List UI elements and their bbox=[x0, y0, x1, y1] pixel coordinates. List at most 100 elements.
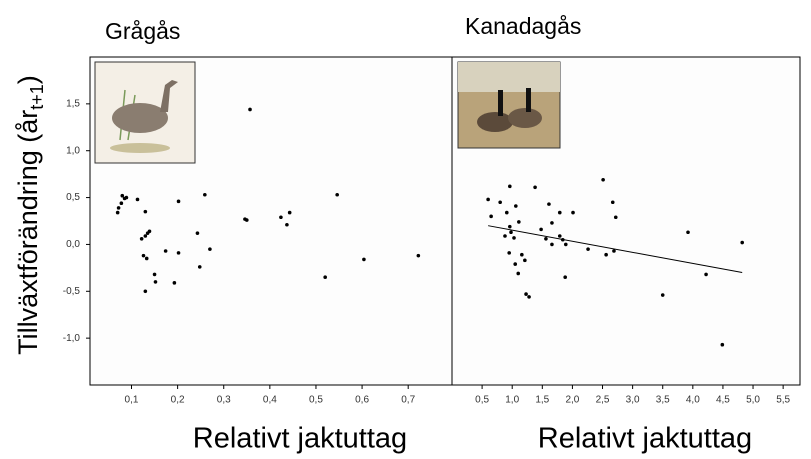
x-tick-label: 0,7 bbox=[401, 395, 415, 406]
point bbox=[120, 193, 125, 198]
point bbox=[486, 197, 490, 202]
point bbox=[176, 199, 181, 204]
point bbox=[507, 251, 511, 255]
point bbox=[279, 215, 283, 220]
point bbox=[720, 342, 725, 347]
x-tick-label: 2,5 bbox=[596, 395, 610, 406]
y-axis-label: Tillväxtförändring (årt+1) bbox=[13, 75, 47, 355]
point bbox=[557, 234, 562, 238]
point bbox=[524, 292, 528, 296]
canada-goose-image bbox=[457, 61, 561, 149]
trend-line bbox=[488, 225, 743, 274]
y-tick-label: 1,0 bbox=[66, 145, 80, 156]
point bbox=[557, 210, 562, 215]
point bbox=[287, 210, 292, 215]
point bbox=[147, 229, 152, 234]
point bbox=[208, 247, 212, 251]
x-tick-label: 0,1 bbox=[125, 395, 139, 406]
x-tick-label: 0,2 bbox=[171, 395, 185, 406]
point bbox=[203, 192, 207, 197]
point bbox=[610, 200, 615, 205]
point bbox=[612, 249, 616, 253]
x-tick-label: 4,5 bbox=[716, 395, 730, 406]
point bbox=[504, 210, 509, 215]
point bbox=[604, 252, 608, 257]
x-tick-label: 4,0 bbox=[686, 395, 700, 406]
point bbox=[544, 237, 548, 241]
point bbox=[124, 195, 129, 200]
point bbox=[509, 230, 513, 235]
point bbox=[686, 230, 690, 235]
x-tick-label: 0,4 bbox=[263, 395, 277, 406]
point bbox=[571, 210, 575, 215]
point bbox=[527, 295, 531, 299]
point bbox=[512, 236, 516, 240]
panel-title: Grågås bbox=[105, 18, 180, 44]
point bbox=[517, 220, 521, 224]
x-tick-label: 0,5 bbox=[475, 395, 489, 406]
x-tick-label: 5,0 bbox=[746, 395, 760, 406]
point bbox=[507, 224, 512, 229]
point bbox=[550, 221, 554, 225]
y-axis-label-sub: t+1 bbox=[27, 84, 47, 110]
y-tick-label: -0,5 bbox=[63, 286, 81, 297]
point bbox=[539, 227, 543, 232]
point bbox=[172, 281, 177, 285]
point bbox=[533, 185, 537, 190]
y-axis-label-main: Tillväxtförändring (år bbox=[13, 110, 43, 355]
point bbox=[613, 215, 618, 220]
point bbox=[601, 177, 605, 182]
point bbox=[489, 214, 493, 219]
point bbox=[152, 272, 157, 277]
point bbox=[704, 272, 708, 277]
point bbox=[563, 275, 567, 280]
point bbox=[153, 280, 158, 284]
point bbox=[323, 275, 327, 280]
point bbox=[586, 247, 590, 251]
x-tick-label: 1,5 bbox=[535, 395, 549, 406]
point bbox=[547, 202, 551, 206]
point bbox=[507, 184, 512, 189]
x-tick-label: 2,0 bbox=[565, 395, 579, 406]
y-axis-label-end: ) bbox=[13, 75, 43, 84]
x-axis-label: Relativt jaktuttag bbox=[193, 423, 407, 455]
x-tick-label: 3,0 bbox=[626, 395, 640, 406]
x-tick-label: 3,5 bbox=[656, 395, 670, 406]
point bbox=[563, 242, 568, 247]
x-axis-label: Relativt jaktuttag bbox=[538, 423, 752, 455]
y-tick-label: -1,0 bbox=[63, 333, 81, 344]
point bbox=[498, 200, 502, 205]
point bbox=[362, 257, 366, 262]
y-tick-label: 0,0 bbox=[66, 239, 80, 250]
point bbox=[550, 242, 554, 247]
panel-title: Kanadagås bbox=[465, 13, 581, 39]
point bbox=[416, 253, 421, 258]
y-tick-label: 1,5 bbox=[66, 98, 80, 109]
point bbox=[516, 271, 521, 276]
point bbox=[143, 289, 148, 294]
point bbox=[115, 210, 120, 215]
point bbox=[520, 252, 524, 257]
point bbox=[143, 209, 148, 214]
greylag-image bbox=[94, 61, 196, 164]
x-tick-label: 5,5 bbox=[776, 395, 790, 406]
point bbox=[116, 206, 121, 210]
point bbox=[514, 204, 518, 208]
point bbox=[197, 265, 202, 269]
x-tick-label: 0,5 bbox=[309, 395, 323, 406]
point bbox=[523, 258, 527, 263]
point bbox=[195, 231, 200, 235]
point bbox=[285, 222, 289, 227]
point bbox=[143, 234, 148, 238]
point bbox=[163, 249, 168, 253]
point bbox=[141, 253, 146, 258]
point bbox=[135, 197, 140, 202]
point bbox=[740, 240, 745, 245]
x-tick-label: 0,3 bbox=[217, 395, 231, 406]
point bbox=[660, 293, 665, 297]
x-tick-label: 1,0 bbox=[505, 395, 519, 406]
x-tick-label: 0,6 bbox=[355, 395, 369, 406]
point bbox=[513, 262, 518, 266]
point bbox=[335, 192, 339, 197]
